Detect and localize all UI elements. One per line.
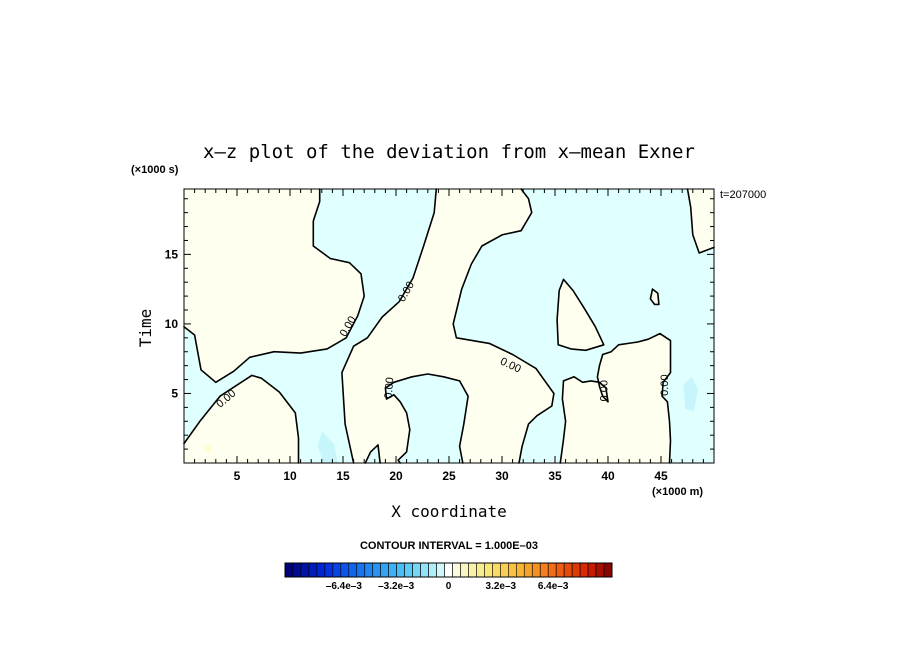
colorbar-swatch (348, 562, 358, 578)
colorbar-tick-label: –6.4e–3 (326, 581, 363, 592)
colorbar-swatch (380, 562, 389, 578)
x-tick-label: 30 (495, 469, 509, 483)
colorbar-swatch (484, 562, 493, 578)
contour-label-3: 0.00 (383, 377, 397, 399)
colorbar-swatch (396, 562, 405, 578)
colorbar-swatch (300, 562, 310, 578)
colorbar-swatch (476, 562, 485, 578)
positive-region-2 (341, 189, 554, 463)
colorbar-swatch (436, 562, 445, 578)
colorbar-swatch (515, 562, 525, 578)
zero-contour-0 (183, 188, 365, 384)
colorbar-swatch (460, 562, 469, 578)
x-tick-label: 40 (601, 469, 615, 483)
colorbar-swatch (523, 562, 533, 578)
colorbar-swatch (284, 562, 294, 578)
contour-label-6: 0.00 (659, 374, 671, 395)
colorbar-swatch (531, 562, 541, 578)
y-multiplier-label: (×1000 s) (131, 164, 179, 176)
colorbar-swatch (412, 562, 421, 578)
positive-region-0 (184, 189, 365, 383)
x-tick-label: 35 (548, 469, 562, 483)
colorbar-swatch (372, 562, 382, 578)
colorbar-tick-label: 6.4e–3 (538, 581, 569, 592)
colorbar-swatch (468, 562, 477, 578)
colorbar-swatch (587, 562, 597, 578)
colorbar-swatch (388, 562, 397, 578)
colorbar-swatch (308, 562, 318, 578)
positive-region-3 (560, 333, 671, 463)
colorbar-swatch (603, 562, 613, 578)
colorbar-tick-label: 0 (446, 581, 452, 592)
colorbar-swatch (500, 562, 509, 578)
x-tick-label: 5 (234, 469, 241, 483)
contour-label-5: 0.00 (599, 380, 611, 401)
zero-contour-lines (183, 188, 715, 464)
y-tick-label: 10 (165, 317, 179, 331)
colorbar-swatch (364, 562, 374, 578)
negative-anomaly-1 (683, 376, 699, 412)
colorbar-swatch (332, 562, 342, 578)
x-tick-label: 10 (283, 469, 297, 483)
x-tick-label: 15 (336, 469, 350, 483)
contour-interval-label: CONTOUR INTERVAL = 1.000E–03 (360, 540, 538, 552)
colorbar-swatch (555, 562, 565, 578)
time-stamp-label: t=207000 (720, 189, 766, 201)
x-tick-label: 25 (442, 469, 456, 483)
colorbar-tick-label: 3.2e–3 (486, 581, 517, 592)
colorbar-tick-label: –3.2e–3 (378, 581, 415, 592)
positive-anomaly-0 (205, 444, 212, 454)
positive-region-4 (557, 279, 604, 351)
colorbar-swatch (595, 562, 605, 578)
colorbar-swatch (563, 562, 573, 578)
x-tick-label: 45 (654, 469, 668, 483)
zero-contour-4 (556, 278, 605, 352)
colorbar-frame (284, 562, 613, 578)
y-axis-title: Time (136, 309, 155, 348)
colorbar-swatch (316, 562, 326, 578)
colorbar-swatch (492, 562, 501, 578)
zero-contour-1 (183, 374, 300, 464)
negative-anomaly-0 (317, 431, 338, 463)
zero-contour-2 (341, 188, 555, 464)
x-tick-label: 20 (389, 469, 403, 483)
colorbar-swatch (452, 562, 461, 578)
plot-area: 0.000.000.000.000.000.00 0.00 5 10 15 20 25 30… (165, 188, 715, 483)
colorbar-swatch (444, 562, 453, 578)
y-tick-label: 5 (171, 386, 178, 400)
zero-contour-3 (559, 332, 672, 464)
x-axis-title: X coordinate (391, 502, 507, 521)
x-multiplier-label: (×1000 m) (652, 486, 703, 498)
colorbar-swatch (340, 562, 350, 578)
colorbar-swatch (547, 562, 557, 578)
colorbar-swatch (579, 562, 589, 578)
colorbar-swatch (292, 562, 302, 578)
contour-fill-regions (184, 189, 714, 463)
colorbar: –6.4e–3 –3.2e–3 0 3.2e–3 6.4e–3 (284, 562, 613, 592)
colorbar-swatch (324, 562, 334, 578)
colorbar-swatch (539, 562, 549, 578)
zero-contour-6 (649, 288, 660, 306)
colorbar-swatch (508, 562, 517, 578)
colorbar-swatch (404, 562, 413, 578)
colorbar-swatch (420, 562, 429, 578)
positive-region-1 (184, 375, 299, 463)
colorbar-swatch (428, 562, 437, 578)
chart-title: x–z plot of the deviation from x–mean Ex… (203, 141, 695, 163)
axis-ticks: 5 10 15 20 25 30 35 40 45 5 10 15 (165, 189, 714, 483)
zero-contour-5 (686, 188, 715, 254)
colorbar-swatch (571, 562, 581, 578)
y-tick-label: 15 (165, 247, 179, 261)
colorbar-swatch (356, 562, 366, 578)
